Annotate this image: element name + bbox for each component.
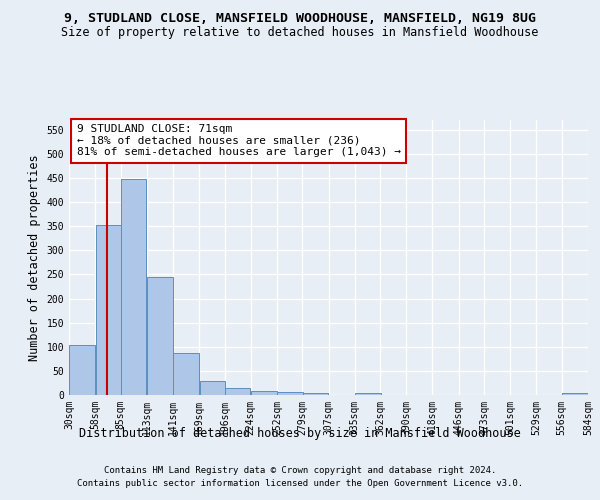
Bar [147, 277, 173, 395]
Text: 9, STUDLAND CLOSE, MANSFIELD WOODHOUSE, MANSFIELD, NG19 8UG: 9, STUDLAND CLOSE, MANSFIELD WOODHOUSE, … [64, 12, 536, 26]
Bar [121, 180, 146, 395]
Text: Distribution of detached houses by size in Mansfield Woodhouse: Distribution of detached houses by size … [79, 428, 521, 440]
Text: 9 STUDLAND CLOSE: 71sqm
← 18% of detached houses are smaller (236)
81% of semi-d: 9 STUDLAND CLOSE: 71sqm ← 18% of detache… [77, 124, 401, 158]
Bar [355, 392, 380, 395]
Bar [200, 380, 225, 395]
Bar [225, 388, 250, 395]
Text: Contains HM Land Registry data © Crown copyright and database right 2024.: Contains HM Land Registry data © Crown c… [104, 466, 496, 475]
Text: Size of property relative to detached houses in Mansfield Woodhouse: Size of property relative to detached ho… [61, 26, 539, 39]
Bar [562, 392, 587, 395]
Bar [173, 352, 199, 395]
Bar [302, 392, 328, 395]
Y-axis label: Number of detached properties: Number of detached properties [28, 154, 41, 361]
Bar [251, 390, 277, 395]
Text: Contains public sector information licensed under the Open Government Licence v3: Contains public sector information licen… [77, 479, 523, 488]
Bar [95, 224, 121, 395]
Bar [70, 346, 95, 395]
Bar [277, 392, 303, 395]
